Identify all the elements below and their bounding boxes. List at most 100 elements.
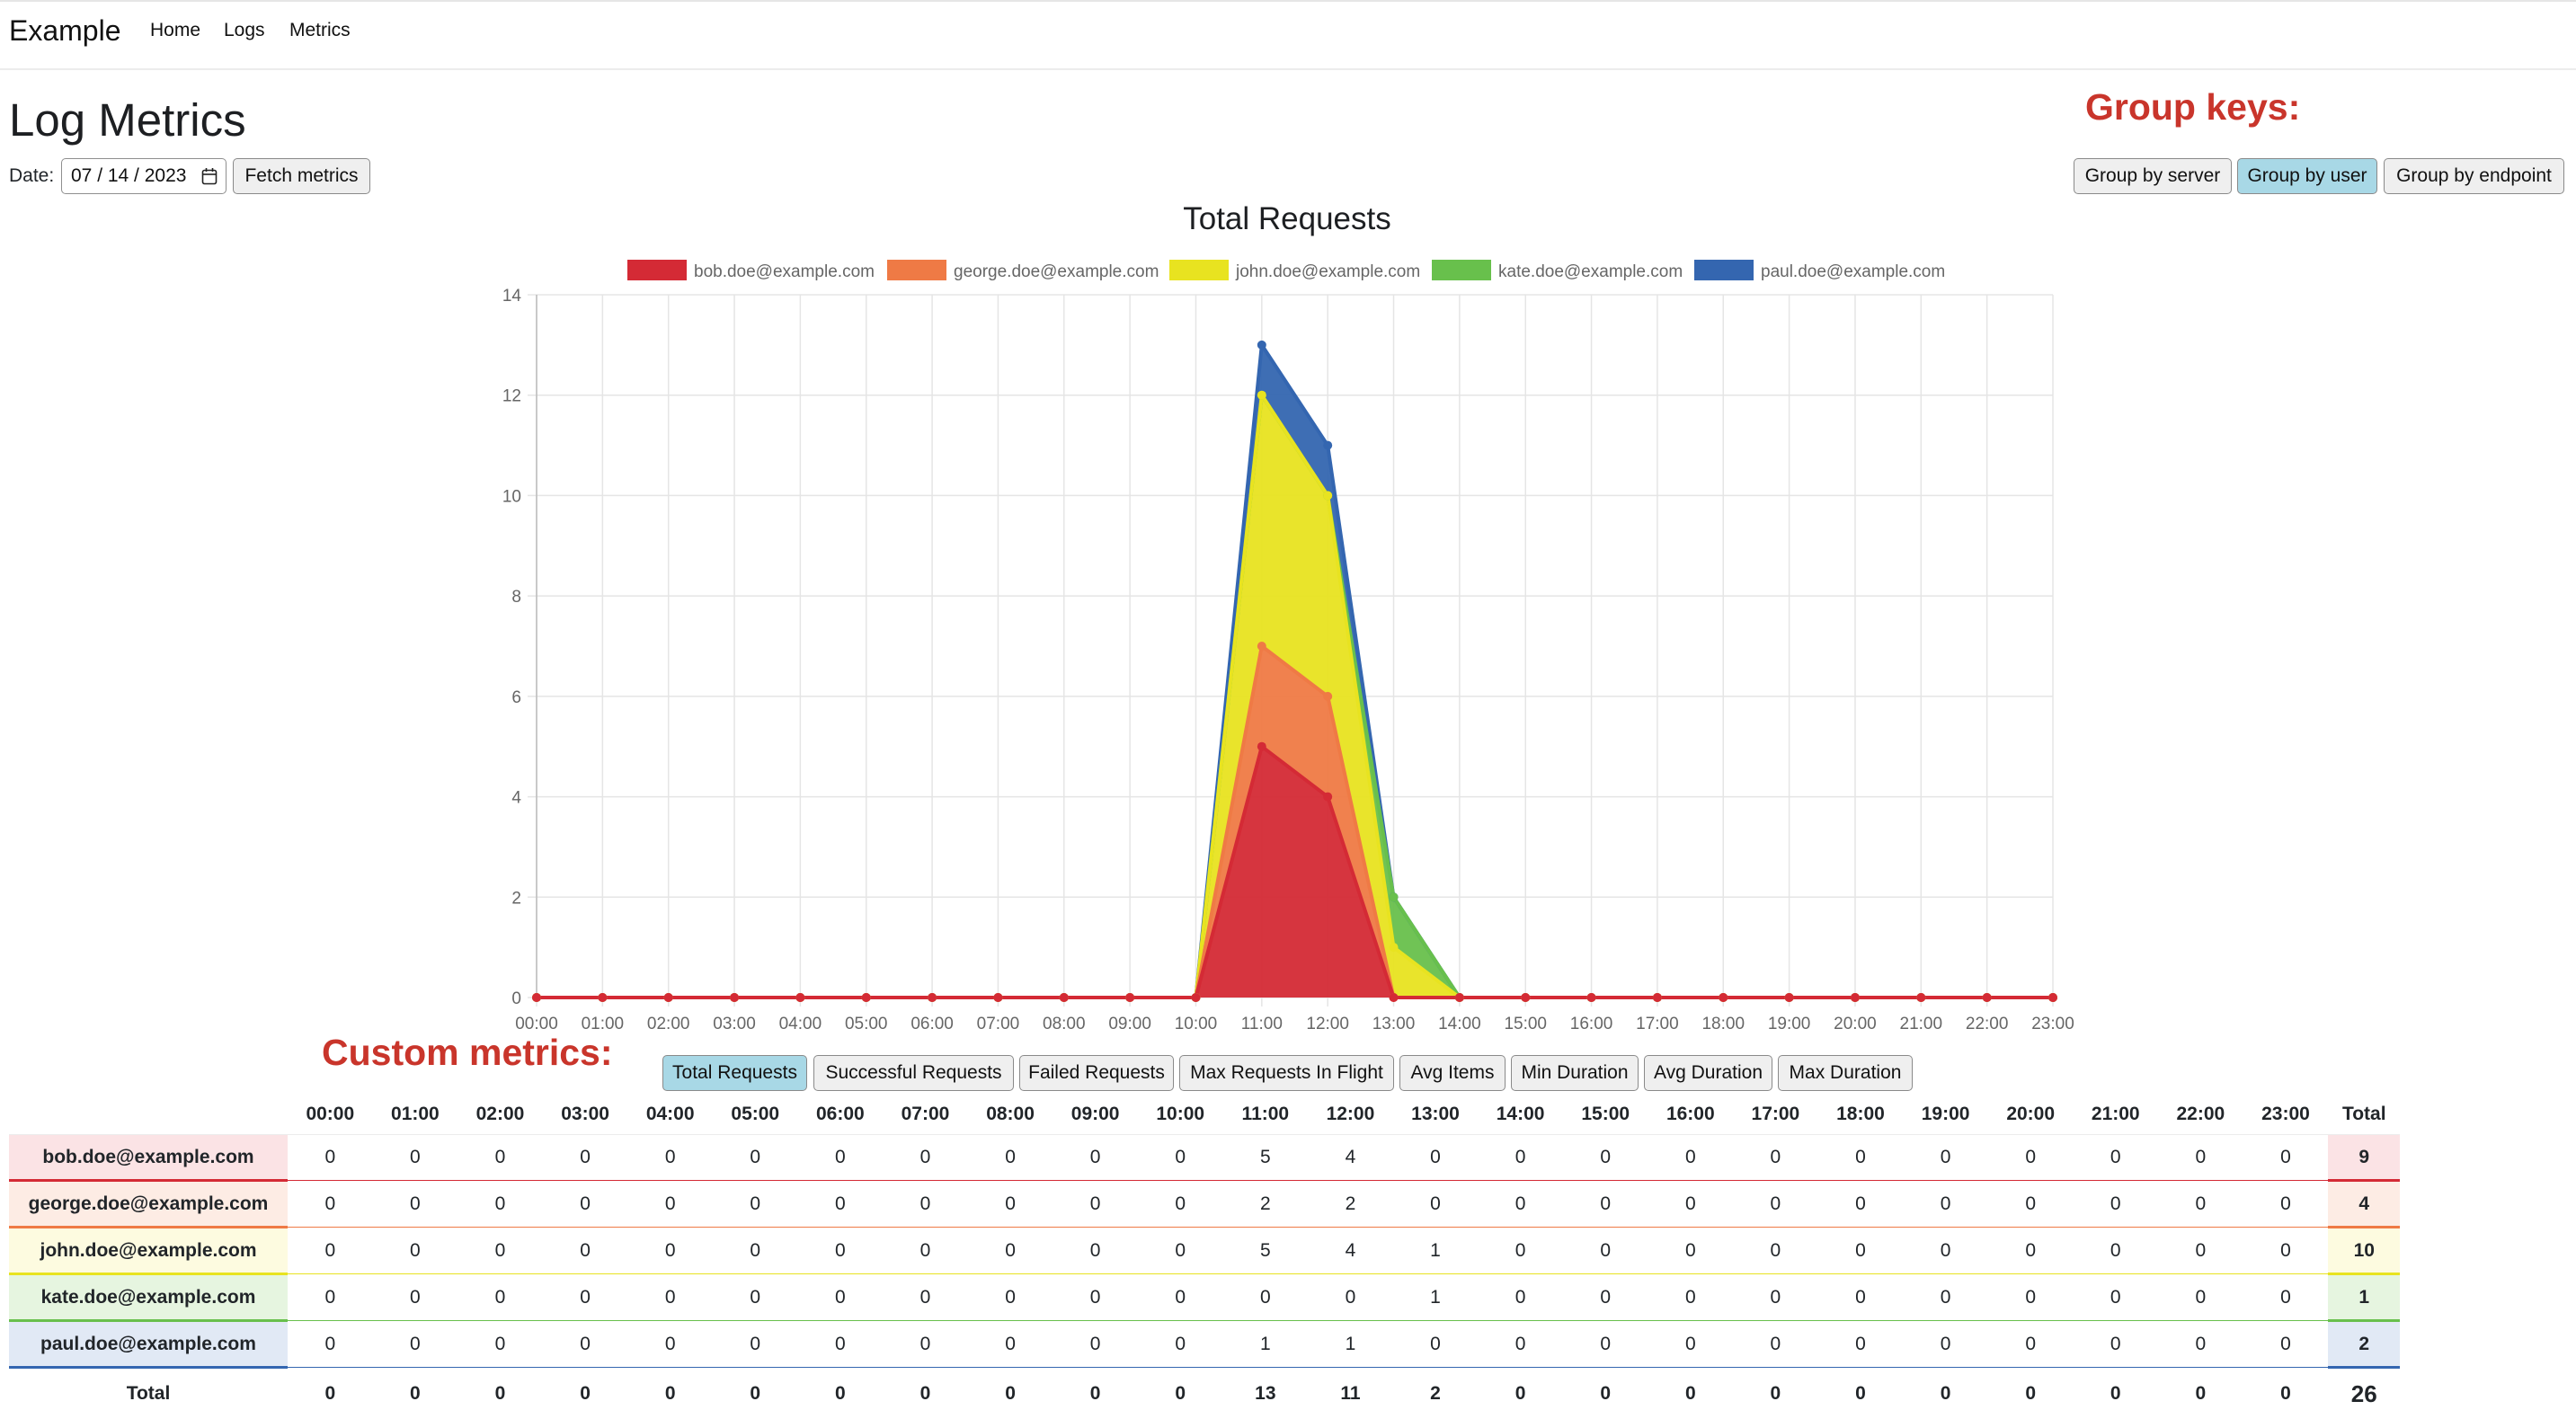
table-cell: 0	[1903, 1274, 1988, 1321]
table-cell: 0	[1988, 1135, 2074, 1181]
data-point[interactable]	[993, 993, 1002, 1002]
data-point[interactable]	[1521, 993, 1530, 1002]
table-cell: 0	[627, 1321, 713, 1368]
data-point[interactable]	[2048, 993, 2057, 1002]
data-point[interactable]	[1060, 993, 1069, 1002]
row-label: george.doe@example.com	[9, 1181, 288, 1228]
column-total: 0	[713, 1368, 798, 1419]
data-point[interactable]	[532, 993, 541, 1002]
x-tick-label: 01:00	[582, 1015, 625, 1033]
table-cell: 0	[713, 1274, 798, 1321]
legend-swatch[interactable]	[628, 261, 686, 279]
table-cell: 0	[1818, 1321, 1904, 1368]
table-cell: 0	[373, 1135, 458, 1181]
legend-swatch[interactable]	[1170, 261, 1228, 279]
data-point[interactable]	[598, 993, 607, 1002]
data-point[interactable]	[1257, 742, 1266, 751]
table-cell: 0	[288, 1228, 373, 1274]
table-cell: 0	[627, 1135, 713, 1181]
data-point[interactable]	[1719, 993, 1728, 1002]
table-cell: 0	[1563, 1135, 1648, 1181]
data-point[interactable]	[795, 993, 804, 1002]
table-cell: 2	[1308, 1181, 1393, 1228]
legend-label[interactable]: bob.doe@example.com	[694, 262, 875, 281]
data-point[interactable]	[1323, 793, 1332, 802]
data-point[interactable]	[1455, 993, 1464, 1002]
data-point[interactable]	[1257, 391, 1266, 400]
data-point[interactable]	[862, 993, 871, 1002]
data-point[interactable]	[1125, 993, 1134, 1002]
column-header: 05:00	[713, 1095, 798, 1135]
table-cell: 0	[627, 1274, 713, 1321]
legend-label[interactable]: john.doe@example.com	[1235, 262, 1420, 281]
column-header: 04:00	[627, 1095, 713, 1135]
data-point[interactable]	[1257, 642, 1266, 651]
data-point[interactable]	[1785, 993, 1794, 1002]
table-cell: 0	[1478, 1135, 1563, 1181]
column-header: 18:00	[1818, 1095, 1904, 1135]
table-cell: 0	[543, 1274, 628, 1321]
data-point[interactable]	[1323, 692, 1332, 701]
data-point[interactable]	[1390, 993, 1399, 1002]
table-cell: 0	[457, 1135, 543, 1181]
table-cell: 0	[1478, 1181, 1563, 1228]
data-point[interactable]	[1191, 993, 1200, 1002]
table-cell: 0	[1138, 1321, 1223, 1368]
data-point[interactable]	[1390, 943, 1399, 952]
column-header: 06:00	[798, 1095, 884, 1135]
data-point[interactable]	[1587, 993, 1596, 1002]
data-point[interactable]	[1983, 993, 1992, 1002]
table-cell: 0	[1903, 1181, 1988, 1228]
table-cell: 0	[883, 1274, 968, 1321]
data-point[interactable]	[1323, 441, 1332, 450]
metric-max-duration-button[interactable]: Max Duration	[1778, 1055, 1913, 1091]
metric-successful-requests-button[interactable]: Successful Requests	[813, 1055, 1014, 1091]
data-point[interactable]	[1323, 491, 1332, 500]
legend-label[interactable]: paul.doe@example.com	[1761, 262, 1945, 281]
data-point[interactable]	[664, 993, 673, 1002]
table-cell: 0	[1053, 1181, 1138, 1228]
x-tick-label: 04:00	[779, 1015, 822, 1033]
y-tick-label: 6	[511, 688, 521, 707]
table-cell: 0	[1818, 1181, 1904, 1228]
legend-swatch[interactable]	[888, 261, 946, 279]
header-empty	[9, 1095, 288, 1135]
table-cell: 0	[1563, 1321, 1648, 1368]
legend-label[interactable]: george.doe@example.com	[954, 262, 1159, 281]
metric-avg-items-button[interactable]: Avg Items	[1399, 1055, 1506, 1091]
column-total: 0	[288, 1368, 373, 1419]
data-point[interactable]	[1916, 993, 1925, 1002]
table-cell: 0	[1478, 1274, 1563, 1321]
legend-label[interactable]: kate.doe@example.com	[1498, 262, 1683, 281]
column-header: 22:00	[2158, 1095, 2243, 1135]
metric-min-duration-button[interactable]: Min Duration	[1511, 1055, 1639, 1091]
data-point[interactable]	[928, 993, 937, 1002]
table-cell: 0	[543, 1135, 628, 1181]
x-tick-label: 09:00	[1108, 1015, 1151, 1033]
column-total: 0	[2073, 1368, 2158, 1419]
data-point[interactable]	[1851, 993, 1860, 1002]
legend-swatch[interactable]	[1433, 261, 1490, 279]
column-header: 13:00	[1393, 1095, 1479, 1135]
x-tick-label: 14:00	[1438, 1015, 1481, 1033]
column-total: 0	[1733, 1368, 1818, 1419]
x-tick-label: 12:00	[1306, 1015, 1349, 1033]
metric-max-requests-in-flight-button[interactable]: Max Requests In Flight	[1179, 1055, 1394, 1091]
data-point[interactable]	[1257, 341, 1266, 350]
data-point[interactable]	[1653, 993, 1662, 1002]
legend-swatch[interactable]	[1695, 261, 1753, 279]
data-point[interactable]	[730, 993, 739, 1002]
metric-avg-duration-button[interactable]: Avg Duration	[1644, 1055, 1772, 1091]
metric-total-requests-button[interactable]: Total Requests	[662, 1055, 807, 1091]
table-cell: 0	[1818, 1274, 1904, 1321]
metric-failed-requests-button[interactable]: Failed Requests	[1019, 1055, 1174, 1091]
data-point[interactable]	[1390, 892, 1399, 901]
table-cell: 0	[2158, 1274, 2243, 1321]
column-total: 0	[798, 1368, 884, 1419]
x-tick-label: 02:00	[647, 1015, 690, 1033]
row-total: 2	[2328, 1321, 2400, 1368]
column-header: 00:00	[288, 1095, 373, 1135]
